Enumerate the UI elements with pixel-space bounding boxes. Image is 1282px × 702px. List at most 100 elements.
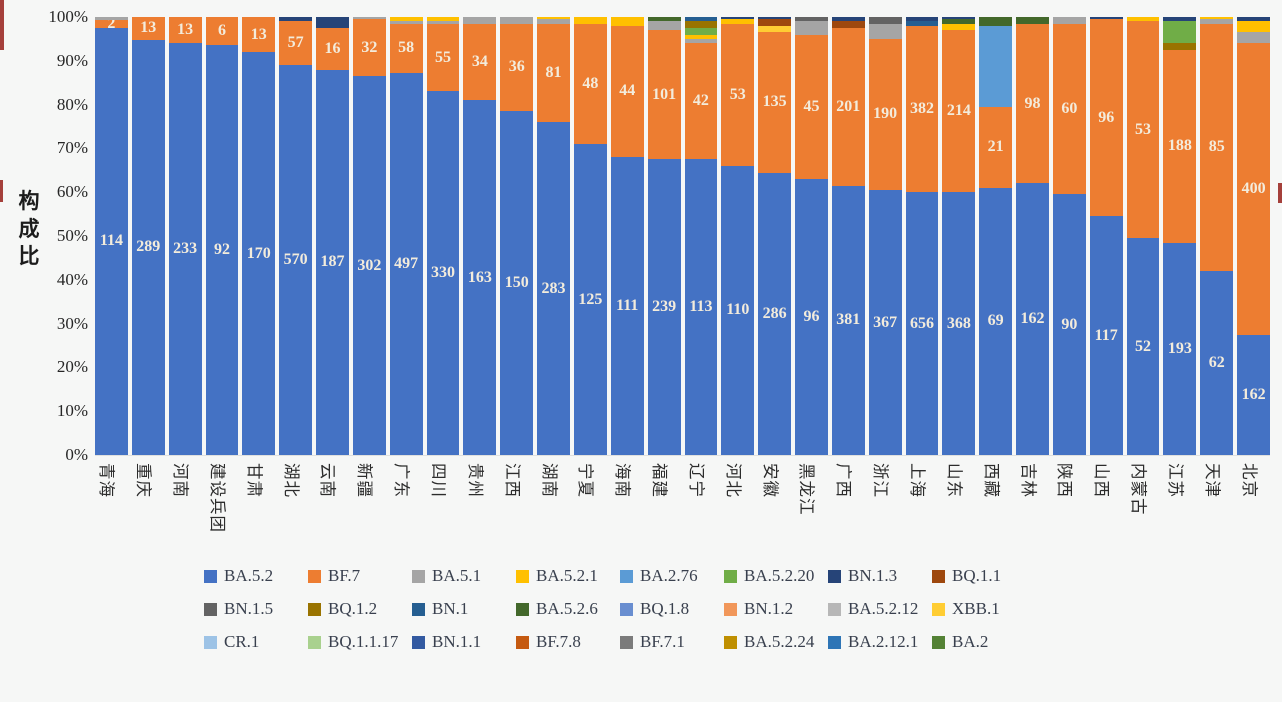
- legend-item-BA.5.2: BA.5.2: [204, 566, 308, 586]
- segment-BA.5.2.1: [1126, 17, 1160, 22]
- x-tick-label: 吉林: [1018, 463, 1038, 498]
- segment-BF.7: 53: [721, 23, 755, 166]
- segment-BN.1.3: [1163, 17, 1197, 22]
- segment-count-label: 111: [616, 297, 639, 315]
- legend-item-BN.1.1: BN.1.1: [412, 632, 516, 652]
- segment-BA.5.2: 96: [795, 179, 828, 455]
- segment-count-label: 96: [803, 308, 820, 326]
- legend-label: BQ.1.8: [640, 599, 690, 618]
- segment-count-label: 55: [435, 48, 452, 66]
- x-label-cell: 建设兵团: [206, 460, 239, 556]
- segment-BA.5.2: 656: [905, 192, 939, 455]
- segment-BN.1: [684, 17, 718, 22]
- legend-item-BA.5.1: BA.5.1: [412, 566, 516, 586]
- y-tick: 70%: [56, 138, 88, 158]
- legend-swatch-icon: [828, 569, 841, 583]
- x-tick-label: 西藏: [981, 463, 1001, 498]
- segment-BA.5.2: 150: [500, 111, 534, 455]
- segment-count-label: 289: [136, 238, 161, 256]
- legend-label: BA.2.12.1: [848, 632, 919, 651]
- segment-BA.5.2.1: [573, 17, 607, 24]
- legend-item-BA.5.2.1: BA.5.2.1: [516, 566, 620, 586]
- segment-BA.5.1: [1200, 19, 1234, 24]
- segment-BN.1.5: [795, 17, 828, 22]
- x-tick-label: 广东: [392, 463, 412, 498]
- segment-BA.5.1: [352, 17, 386, 20]
- segment-count-label: 201: [836, 97, 861, 115]
- y-tick: 40%: [56, 269, 88, 289]
- x-tick-label: 新疆: [355, 463, 375, 498]
- x-tick-label: 山西: [1092, 463, 1112, 498]
- y-tick: 90%: [56, 50, 88, 70]
- segment-count-label: 400: [1241, 179, 1266, 197]
- legend-swatch-icon: [204, 569, 217, 583]
- segment-count-label: 32: [361, 38, 378, 56]
- x-label-cell: 贵州: [463, 460, 496, 556]
- segment-count-label: 45: [803, 97, 820, 115]
- segment-BA.5.2: 162: [1237, 334, 1270, 455]
- legend-label: BF.7.8: [536, 632, 581, 651]
- legend-swatch-icon: [620, 569, 633, 583]
- segment-count-label: 117: [1094, 326, 1118, 344]
- legend-label: BA.5.2.24: [744, 632, 815, 651]
- segment-count-label: 90: [1061, 315, 1078, 333]
- segment-BQ.1.2: [1163, 43, 1197, 50]
- legend-swatch-icon: [308, 635, 321, 649]
- segment-BA.5.2.1: [1200, 17, 1234, 20]
- bar-吉林: 162 98: [1016, 17, 1049, 455]
- x-tick-label: 江苏: [1165, 463, 1185, 498]
- x-tick-label: 河北: [723, 463, 743, 498]
- segment-BN.1: [905, 21, 939, 26]
- segment-count-label: 34: [471, 52, 488, 70]
- segment-count-label: 286: [762, 304, 787, 322]
- x-tick-label: 天津: [1202, 463, 1222, 498]
- legend-item-BA.2: BA.2: [932, 632, 1036, 652]
- segment-BA.5.1: [463, 17, 497, 24]
- y-tick: 10%: [56, 401, 88, 421]
- bar-海南: 111 44: [610, 17, 644, 455]
- bar-湖南: 283 81: [537, 17, 570, 455]
- legend-row: BN.1.5 BQ.1.2 BN.1 BA.5.2.6 BQ.1.8 BN.1.2 BA.5…: [204, 599, 1036, 619]
- x-label-cell: 河南: [169, 460, 202, 556]
- legend-label: BN.1.3: [848, 566, 898, 585]
- segment-count-label: 497: [394, 254, 419, 272]
- y-tick: 50%: [56, 226, 88, 245]
- segment-count-label: 81: [545, 63, 562, 81]
- segment-BA.5.2.1: [1237, 21, 1270, 33]
- legend-label: BA.2.76: [640, 566, 698, 585]
- legend-label: BN.1: [432, 599, 469, 618]
- x-label-cell: 广东: [390, 460, 423, 556]
- legend-label: BA.5.2: [224, 566, 274, 585]
- bar-西藏: 69 21: [979, 17, 1013, 455]
- segment-BA.5.2: 52: [1126, 238, 1160, 455]
- legend-swatch-icon: [828, 602, 841, 616]
- segment-BF.7: 400: [1237, 43, 1270, 335]
- segment-count-label: 162: [1241, 385, 1266, 403]
- x-tick-label: 四川: [429, 463, 449, 498]
- x-tick-label: 辽宁: [686, 463, 706, 498]
- segment-BA.5.2: 113: [684, 159, 718, 455]
- segment-count-label: 110: [726, 301, 750, 319]
- x-tick-label: 贵州: [465, 463, 485, 498]
- legend-swatch-icon: [620, 602, 633, 616]
- segment-BA.5.2.6: [942, 19, 976, 24]
- x-label-cell: 重庆: [132, 460, 165, 556]
- segment-BA.5.1: [426, 21, 460, 25]
- x-label-cell: 广西: [832, 460, 865, 556]
- segment-count-label: 85: [1208, 138, 1225, 156]
- legend-item-BA.2.12.1: BA.2.12.1: [828, 632, 932, 652]
- segment-BA.5.2.1: [684, 34, 718, 39]
- segment-count-label: 62: [1208, 354, 1225, 372]
- x-label-cell: 辽宁: [685, 460, 718, 556]
- bar-山东: 368 214: [942, 17, 976, 455]
- x-label-cell: 四川: [427, 460, 460, 556]
- segment-count-label: 96: [1098, 108, 1115, 126]
- segment-count-label: 53: [729, 85, 746, 103]
- segment-BF.7: 34: [463, 23, 497, 101]
- segment-BF.7: 13: [168, 17, 202, 44]
- bars: 114 2 289 13 233 13 92 6 170 13 570 57 187 16 302 32 497…: [95, 15, 1270, 455]
- segment-count-label: 57: [287, 34, 304, 52]
- segment-BA.5.2: 570: [279, 65, 313, 455]
- x-tick-label: 陕西: [1055, 463, 1075, 498]
